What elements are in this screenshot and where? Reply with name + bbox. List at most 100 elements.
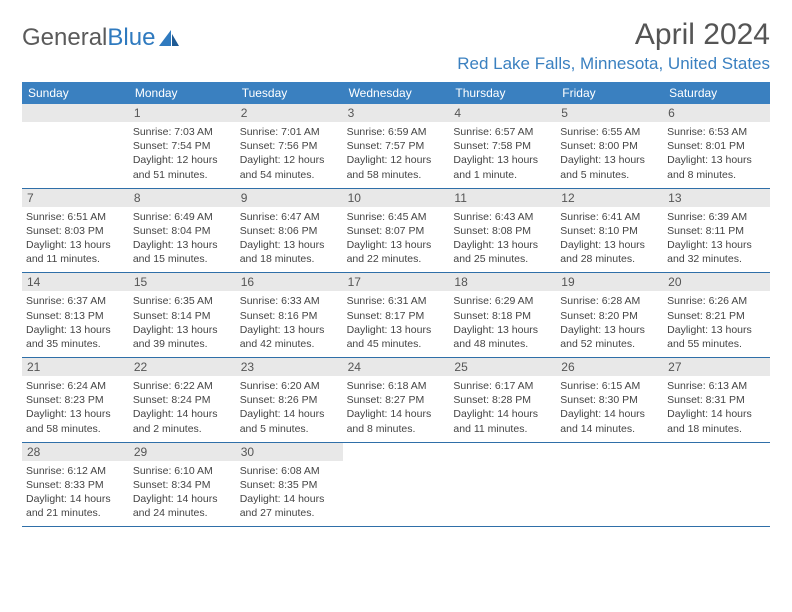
day-info: Sunrise: 6:24 AMSunset: 8:23 PMDaylight:… — [26, 379, 125, 436]
day-info-line: Sunrise: 6:57 AM — [453, 125, 552, 139]
day-info-line: and 35 minutes. — [26, 337, 125, 351]
day-cell: 8Sunrise: 6:49 AMSunset: 8:04 PMDaylight… — [129, 189, 236, 273]
day-cell: 25Sunrise: 6:17 AMSunset: 8:28 PMDayligh… — [449, 358, 556, 442]
week-row: 7Sunrise: 6:51 AMSunset: 8:03 PMDaylight… — [22, 189, 770, 274]
day-info-line: and 18 minutes. — [240, 252, 339, 266]
day-info: Sunrise: 6:28 AMSunset: 8:20 PMDaylight:… — [560, 294, 659, 351]
day-number: 16 — [236, 273, 343, 291]
day-info-line: Daylight: 13 hours — [560, 238, 659, 252]
day-cell: 18 Sunrise: 6:29 AMSunset: 8:18 PMDayligh… — [449, 273, 556, 357]
day-info-line: Sunrise: 6:17 AM — [453, 379, 552, 393]
day-info-line: and 58 minutes. — [347, 168, 446, 182]
day-info-line: Sunset: 8:03 PM — [26, 224, 125, 238]
day-info: Sunrise: 6:29 AMSunset: 8:18 PMDaylight:… — [453, 294, 552, 351]
day-info: Sunrise: 6:22 AMSunset: 8:24 PMDaylight:… — [133, 379, 232, 436]
day-info: Sunrise: 6:43 AMSunset: 8:08 PMDaylight:… — [453, 210, 552, 267]
day-info-line: Sunrise: 6:31 AM — [347, 294, 446, 308]
day-number: 11 — [449, 189, 556, 207]
title-block: April 2024 Red Lake Falls, Minnesota, Un… — [457, 18, 770, 74]
day-info: Sunrise: 7:03 AMSunset: 7:54 PMDaylight:… — [133, 125, 232, 182]
day-info-line: Sunset: 7:54 PM — [133, 139, 232, 153]
day-info-line: Daylight: 13 hours — [240, 238, 339, 252]
day-cell: 2 Sunrise: 7:01 AMSunset: 7:56 PMDaylight… — [236, 104, 343, 188]
day-info-line: Sunset: 8:14 PM — [133, 309, 232, 323]
day-number: 29 — [129, 443, 236, 461]
day-info-line: and 54 minutes. — [240, 168, 339, 182]
day-info-line: Daylight: 13 hours — [347, 238, 446, 252]
day-number: 2 — [236, 104, 343, 122]
logo: GeneralBlue — [22, 24, 183, 52]
day-info-line: Daylight: 13 hours — [560, 153, 659, 167]
day-info-line: Sunset: 8:06 PM — [240, 224, 339, 238]
day-cell: 12Sunrise: 6:41 AMSunset: 8:10 PMDayligh… — [556, 189, 663, 273]
day-info-line: and 32 minutes. — [667, 252, 766, 266]
day-info-line: Sunrise: 6:15 AM — [560, 379, 659, 393]
day-number: 7 — [22, 189, 129, 207]
day-info-line: Sunset: 8:35 PM — [240, 478, 339, 492]
day-info: Sunrise: 6:33 AMSunset: 8:16 PMDaylight:… — [240, 294, 339, 351]
weekday-header: Monday — [129, 82, 236, 104]
month-title: April 2024 — [457, 18, 770, 52]
day-info-line: and 28 minutes. — [560, 252, 659, 266]
day-info-line: Daylight: 13 hours — [667, 238, 766, 252]
day-info-line: and 52 minutes. — [560, 337, 659, 351]
day-info-line: Daylight: 13 hours — [453, 238, 552, 252]
day-info-line: Sunrise: 6:28 AM — [560, 294, 659, 308]
day-info: Sunrise: 7:01 AMSunset: 7:56 PMDaylight:… — [240, 125, 339, 182]
day-info-line: Sunset: 8:13 PM — [26, 309, 125, 323]
day-number: 14 — [22, 273, 129, 291]
day-info-line: Daylight: 14 hours — [347, 407, 446, 421]
day-number: 20 — [663, 273, 770, 291]
day-info: Sunrise: 6:49 AMSunset: 8:04 PMDaylight:… — [133, 210, 232, 267]
empty-day-cell — [22, 104, 129, 188]
empty-day-cell — [663, 443, 770, 527]
day-info: Sunrise: 6:59 AMSunset: 7:57 PMDaylight:… — [347, 125, 446, 182]
day-cell: 21Sunrise: 6:24 AMSunset: 8:23 PMDayligh… — [22, 358, 129, 442]
sail-icon — [157, 28, 183, 48]
day-info: Sunrise: 6:10 AMSunset: 8:34 PMDaylight:… — [133, 464, 232, 521]
day-cell: 19Sunrise: 6:28 AMSunset: 8:20 PMDayligh… — [556, 273, 663, 357]
day-number: 10 — [343, 189, 450, 207]
week-row: 28Sunrise: 6:12 AMSunset: 8:33 PMDayligh… — [22, 443, 770, 528]
day-info-line: Sunrise: 6:45 AM — [347, 210, 446, 224]
day-cell: 4Sunrise: 6:57 AMSunset: 7:58 PMDaylight… — [449, 104, 556, 188]
day-info-line: Daylight: 14 hours — [240, 492, 339, 506]
day-info: Sunrise: 6:41 AMSunset: 8:10 PMDaylight:… — [560, 210, 659, 267]
weeks-container: 1Sunrise: 7:03 AMSunset: 7:54 PMDaylight… — [22, 104, 770, 527]
day-info-line: Sunrise: 6:13 AM — [667, 379, 766, 393]
day-info-line: Daylight: 13 hours — [133, 323, 232, 337]
day-cell: 23 Sunrise: 6:20 AMSunset: 8:26 PMDayligh… — [236, 358, 343, 442]
day-cell: 30 Sunrise: 6:08 AMSunset: 8:35 PMDayligh… — [236, 443, 343, 527]
day-info-line: Sunrise: 6:33 AM — [240, 294, 339, 308]
location: Red Lake Falls, Minnesota, United States — [457, 54, 770, 74]
day-info-line: and 2 minutes. — [133, 422, 232, 436]
day-info-line: and 48 minutes. — [453, 337, 552, 351]
day-cell: 6Sunrise: 6:53 AMSunset: 8:01 PMDaylight… — [663, 104, 770, 188]
day-info-line: Sunrise: 6:08 AM — [240, 464, 339, 478]
day-info-line: Sunrise: 6:22 AM — [133, 379, 232, 393]
day-cell: 22Sunrise: 6:22 AMSunset: 8:24 PMDayligh… — [129, 358, 236, 442]
day-info-line: Daylight: 13 hours — [26, 238, 125, 252]
day-info-line: and 8 minutes. — [667, 168, 766, 182]
day-number: 3 — [343, 104, 450, 122]
day-info-line: Daylight: 14 hours — [453, 407, 552, 421]
day-info-line: Sunrise: 6:24 AM — [26, 379, 125, 393]
day-number: 30 — [236, 443, 343, 461]
day-info-line: Sunset: 8:33 PM — [26, 478, 125, 492]
day-info-line: Daylight: 14 hours — [133, 407, 232, 421]
day-cell: 13Sunrise: 6:39 AMSunset: 8:11 PMDayligh… — [663, 189, 770, 273]
day-info-line: Sunset: 7:57 PM — [347, 139, 446, 153]
day-info-line: Sunset: 8:23 PM — [26, 393, 125, 407]
day-info-line: Daylight: 13 hours — [240, 323, 339, 337]
day-info-line: and 21 minutes. — [26, 506, 125, 520]
day-number: 18 — [449, 273, 556, 291]
day-info-line: and 1 minute. — [453, 168, 552, 182]
day-number: 23 — [236, 358, 343, 376]
week-row: 14Sunrise: 6:37 AMSunset: 8:13 PMDayligh… — [22, 273, 770, 358]
day-info: Sunrise: 6:20 AMSunset: 8:26 PMDaylight:… — [240, 379, 339, 436]
day-info-line: Daylight: 12 hours — [133, 153, 232, 167]
day-info-line: Daylight: 14 hours — [560, 407, 659, 421]
day-info-line: and 27 minutes. — [240, 506, 339, 520]
weekday-header: Thursday — [449, 82, 556, 104]
day-info: Sunrise: 6:55 AMSunset: 8:00 PMDaylight:… — [560, 125, 659, 182]
